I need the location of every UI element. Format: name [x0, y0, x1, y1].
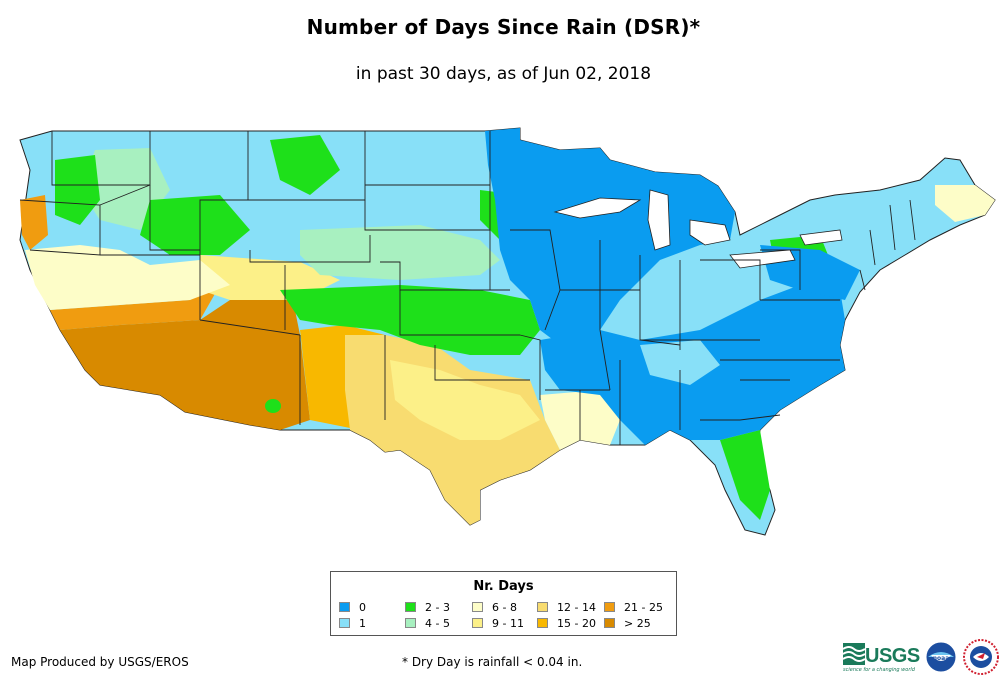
legend-box: Nr. Days 0 1 2 - 3 4 - 5 6 - 8 9 - 11 12…: [330, 571, 677, 636]
usgs-logo-icon: [843, 643, 865, 665]
footnote-text: * Dry Day is rainfall < 0.04 in.: [402, 655, 583, 669]
nws-logo-icon: [963, 639, 999, 675]
legend-label: 6 - 8: [492, 601, 517, 614]
legend-item: 6 - 8: [472, 602, 517, 615]
map-title: Number of Days Since Rain (DSR)*: [306, 15, 701, 39]
legend-item: 1: [339, 618, 366, 631]
legend-swatch: [405, 602, 416, 612]
legend-item: 0: [339, 602, 366, 615]
legend-swatch: [472, 602, 483, 612]
map-subtitle: in past 30 days, as of Jun 02, 2018: [355, 64, 652, 84]
legend-label: > 25: [624, 617, 651, 630]
legend-item: 21 - 25: [604, 602, 663, 615]
legend-label: 9 - 11: [492, 617, 524, 630]
legend-swatch: [472, 618, 483, 628]
legend-item: 15 - 20: [537, 618, 596, 631]
legend-label: 1: [359, 617, 366, 630]
legend-label: 2 - 3: [425, 601, 450, 614]
legend-label: 4 - 5: [425, 617, 450, 630]
legend-item: 12 - 14: [537, 602, 596, 615]
credit-text: Map Produced by USGS/EROS: [11, 655, 189, 669]
legend-title: Nr. Days: [473, 579, 534, 594]
legend-label: 15 - 20: [557, 617, 596, 630]
usgs-logo-text: USGS: [865, 645, 920, 667]
legend-label: 0: [359, 601, 366, 614]
legend-label: 12 - 14: [557, 601, 596, 614]
usgs-tagline: science for a changing world: [843, 667, 915, 673]
noaa-logo-icon: noaa: [925, 641, 957, 673]
legend-swatch: [537, 602, 548, 612]
legend-item: 9 - 11: [472, 618, 524, 631]
svg-text:noaa: noaa: [933, 655, 950, 662]
legend-swatch: [537, 618, 548, 628]
legend-item: 2 - 3: [405, 602, 450, 615]
legend-swatch: [339, 618, 350, 628]
legend-swatch: [604, 602, 615, 612]
legend-item: > 25: [604, 618, 651, 631]
legend-item: 4 - 5: [405, 618, 450, 631]
legend-swatch: [604, 618, 615, 628]
legend-label: 21 - 25: [624, 601, 663, 614]
legend-swatch: [339, 602, 350, 612]
legend-swatch: [405, 618, 416, 628]
